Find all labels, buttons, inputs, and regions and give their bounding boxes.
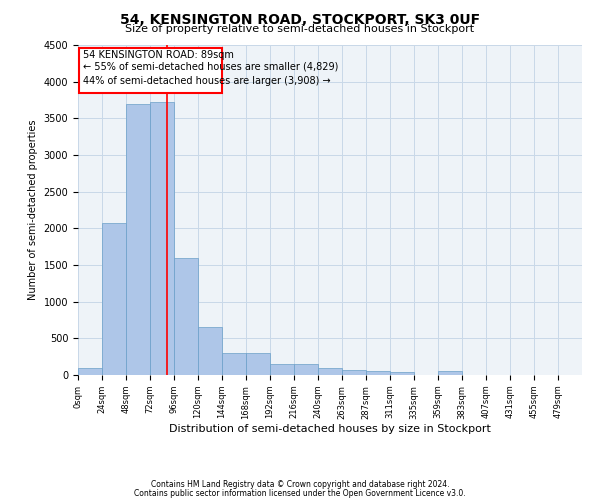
Bar [246, 353, 270, 375]
Text: Size of property relative to semi-detached houses in Stockport: Size of property relative to semi-detach… [125, 24, 475, 34]
Y-axis label: Number of semi-detached properties: Number of semi-detached properties [28, 120, 38, 300]
Bar [150, 102, 174, 375]
Bar [102, 223, 126, 375]
Bar [438, 372, 462, 375]
Bar [318, 368, 342, 375]
Text: 44% of semi-detached houses are larger (3,908) →: 44% of semi-detached houses are larger (… [83, 76, 331, 86]
FancyBboxPatch shape [79, 48, 222, 94]
Bar [126, 104, 150, 375]
Text: 54, KENSINGTON ROAD, STOCKPORT, SK3 0UF: 54, KENSINGTON ROAD, STOCKPORT, SK3 0UF [120, 12, 480, 26]
Bar [78, 368, 102, 375]
Bar [390, 372, 414, 375]
X-axis label: Distribution of semi-detached houses by size in Stockport: Distribution of semi-detached houses by … [169, 424, 491, 434]
Text: ← 55% of semi-detached houses are smaller (4,829): ← 55% of semi-detached houses are smalle… [83, 62, 338, 72]
Bar [342, 370, 366, 375]
Bar [366, 371, 390, 375]
Bar [198, 328, 222, 375]
Text: Contains HM Land Registry data © Crown copyright and database right 2024.: Contains HM Land Registry data © Crown c… [151, 480, 449, 489]
Bar [222, 353, 246, 375]
Bar [270, 364, 294, 375]
Text: 54 KENSINGTON ROAD: 89sqm: 54 KENSINGTON ROAD: 89sqm [83, 50, 234, 60]
Bar [294, 364, 318, 375]
Bar [174, 258, 198, 375]
Text: Contains public sector information licensed under the Open Government Licence v3: Contains public sector information licen… [134, 488, 466, 498]
